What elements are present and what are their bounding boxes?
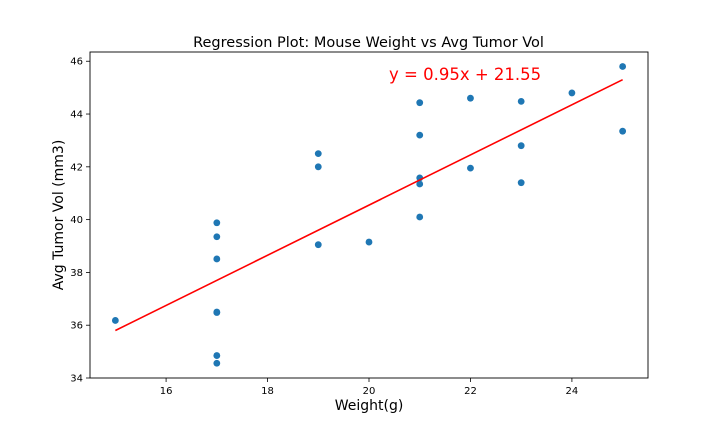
y-tick-label: 42 (70, 162, 83, 173)
data-point (213, 255, 221, 263)
regression-line (115, 78, 623, 332)
data-point (213, 309, 221, 316)
data-point (619, 63, 627, 70)
y-tick-label: 38 (70, 268, 83, 279)
data-point (467, 164, 474, 172)
regression-equation-label: y = 0.95x + 21.55 (389, 65, 541, 84)
data-point (619, 127, 627, 135)
x-tick-label: 20 (363, 386, 376, 397)
x-tick-label: 22 (464, 386, 477, 397)
data-point (314, 241, 322, 249)
y-axis-ticks: 34 36 38 40 42 44 46 (70, 57, 90, 385)
data-point (213, 352, 221, 359)
data-point (314, 163, 322, 171)
x-tick-label: 16 (160, 386, 173, 397)
data-point (416, 99, 424, 107)
x-tick-label: 18 (261, 386, 274, 397)
data-point (213, 219, 221, 227)
scatter-points (111, 63, 627, 367)
data-point (517, 179, 525, 187)
data-point (416, 213, 424, 221)
chart-title: Regression Plot: Mouse Weight vs Avg Tum… (193, 35, 544, 51)
y-tick-label: 34 (70, 374, 83, 385)
data-point (568, 89, 576, 97)
data-point (467, 94, 474, 102)
data-point (213, 233, 221, 241)
y-tick-label: 46 (70, 57, 83, 68)
data-point (365, 238, 373, 246)
data-point (416, 180, 424, 188)
y-tick-label: 44 (70, 110, 83, 121)
data-point (314, 150, 322, 158)
x-axis-ticks: 16 18 20 22 24 (160, 378, 579, 397)
x-tick-label: 24 (566, 386, 579, 397)
data-point (517, 142, 525, 150)
data-point (416, 131, 424, 139)
x-axis-label: Weight(g) (335, 398, 404, 414)
y-tick-label: 40 (70, 215, 83, 226)
plot-frame (89, 51, 649, 379)
data-point (213, 359, 221, 367)
y-axis-label: Avg Tumor Vol (mm3) (51, 140, 67, 291)
data-point (111, 317, 119, 324)
data-point (517, 97, 525, 105)
y-tick-label: 36 (70, 321, 83, 332)
